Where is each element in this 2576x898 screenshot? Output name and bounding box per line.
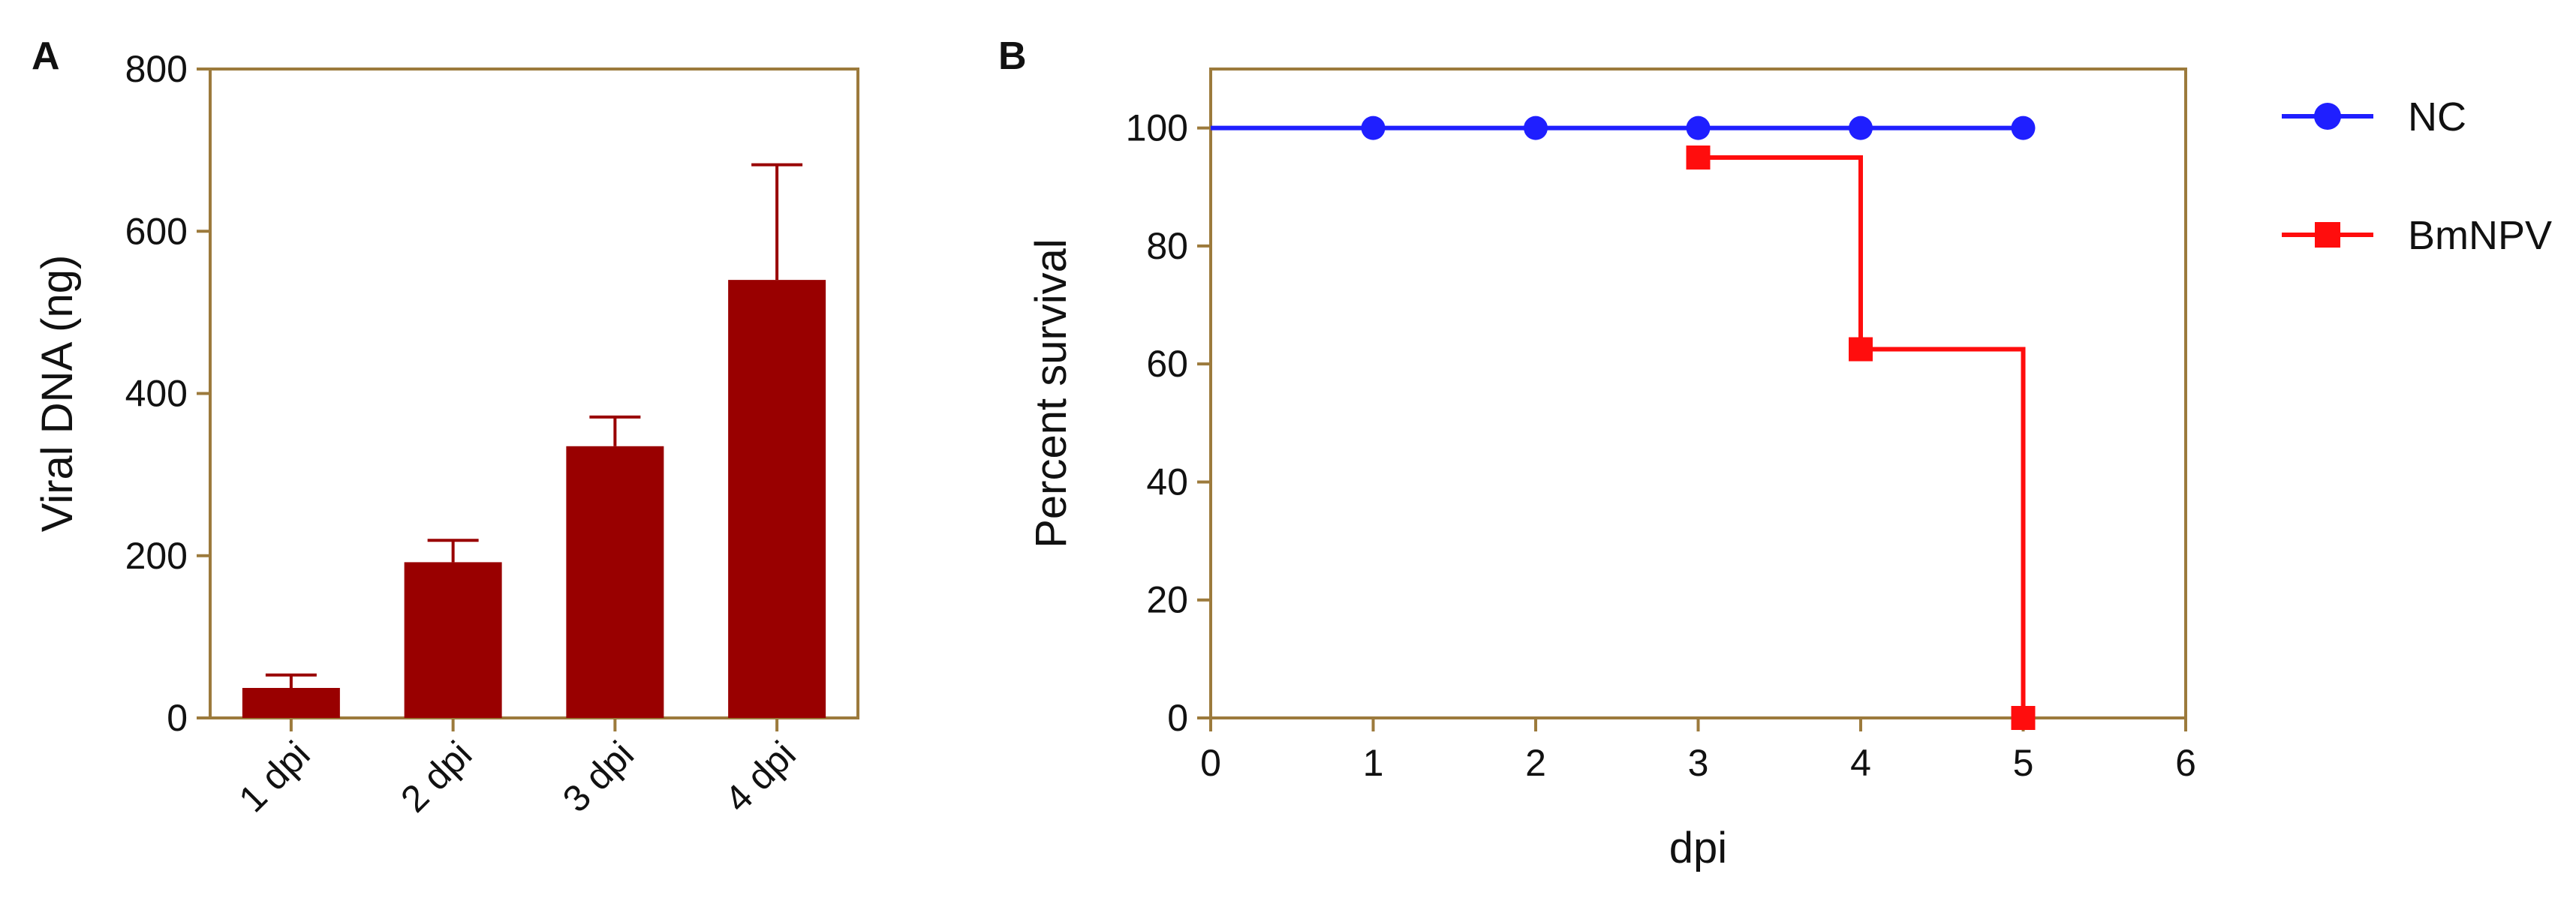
x-tick-label-b: 2 bbox=[1525, 742, 1546, 784]
legend-marker-nc bbox=[2314, 103, 2341, 130]
y-tick-label-b: 40 bbox=[1146, 461, 1188, 503]
bar-1 bbox=[242, 687, 340, 718]
y-tick-label-b: 60 bbox=[1146, 343, 1188, 385]
bar-4 bbox=[728, 280, 826, 718]
y-tick-label-b: 20 bbox=[1146, 579, 1188, 621]
x-tick-label-b: 5 bbox=[2013, 742, 2034, 784]
x-axis-title-b: dpi bbox=[1669, 824, 1727, 872]
y-tick-label-b: 80 bbox=[1146, 225, 1188, 267]
x-tick-label-b: 6 bbox=[2175, 742, 2196, 784]
x-tick-label-a: 1 dpi bbox=[230, 733, 317, 820]
y-tick-label-a: 800 bbox=[125, 48, 188, 90]
viral-dna-bar-chart: 0 200 400 600 800 Viral DNA (ng) 1 dpi 2 dpi 3 d… bbox=[33, 48, 859, 820]
bar-3 bbox=[566, 446, 664, 718]
x-tick-label-b: 4 bbox=[1850, 742, 1871, 784]
y-axis-title-b: Percent survival bbox=[1027, 239, 1076, 548]
y-axis-title-a: Viral DNA (ng) bbox=[33, 255, 82, 533]
series-line-bmnpv bbox=[1698, 155, 2026, 718]
panel-b-label: B bbox=[998, 35, 1027, 78]
x-tick-label-b: 1 bbox=[1363, 742, 1384, 784]
nc-marker bbox=[1524, 116, 1548, 140]
bmnpv-marker bbox=[1849, 337, 1873, 362]
bar-2 bbox=[404, 562, 502, 718]
nc-marker bbox=[1849, 116, 1873, 140]
y-tick-label-b: 100 bbox=[1126, 107, 1188, 149]
y-tick-label-a: 400 bbox=[125, 373, 188, 415]
y-tick-label-a: 200 bbox=[125, 535, 188, 577]
x-tick-label-b: 0 bbox=[1200, 742, 1221, 784]
y-tick-label-a: 600 bbox=[125, 210, 188, 252]
nc-marker bbox=[1361, 116, 1386, 140]
x-tick-label-a: 2 dpi bbox=[393, 733, 480, 820]
x-tick-label-b: 3 bbox=[1688, 742, 1709, 784]
bmnpv-marker bbox=[2011, 706, 2036, 730]
x-tick-label-a: 3 dpi bbox=[555, 733, 642, 820]
legend-label-nc: NC bbox=[2408, 95, 2466, 140]
x-tick-label-a: 4 dpi bbox=[717, 733, 804, 820]
panel-a-label: A bbox=[32, 35, 60, 78]
y-tick-label-a: 0 bbox=[167, 697, 188, 739]
legend-label-bmnpv: BmNPV bbox=[2408, 213, 2552, 258]
y-tick-label-b: 0 bbox=[1167, 697, 1188, 739]
survival-chart: 0 20 40 60 80 100 0 1 2 3 4 5 6 Percent survival dpi NC… bbox=[1027, 68, 2552, 872]
bmnpv-marker bbox=[1686, 145, 1711, 170]
nc-marker bbox=[1686, 116, 1711, 140]
legend-marker-bmnpv bbox=[2315, 222, 2340, 248]
nc-marker bbox=[2011, 116, 2036, 140]
